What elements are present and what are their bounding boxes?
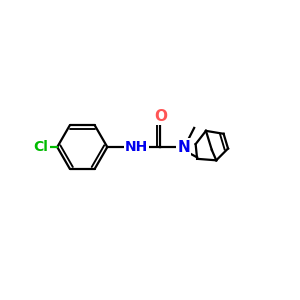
Text: O: O	[154, 109, 167, 124]
Text: N: N	[178, 140, 190, 154]
Text: Cl: Cl	[34, 140, 48, 154]
Text: NH: NH	[125, 140, 148, 154]
